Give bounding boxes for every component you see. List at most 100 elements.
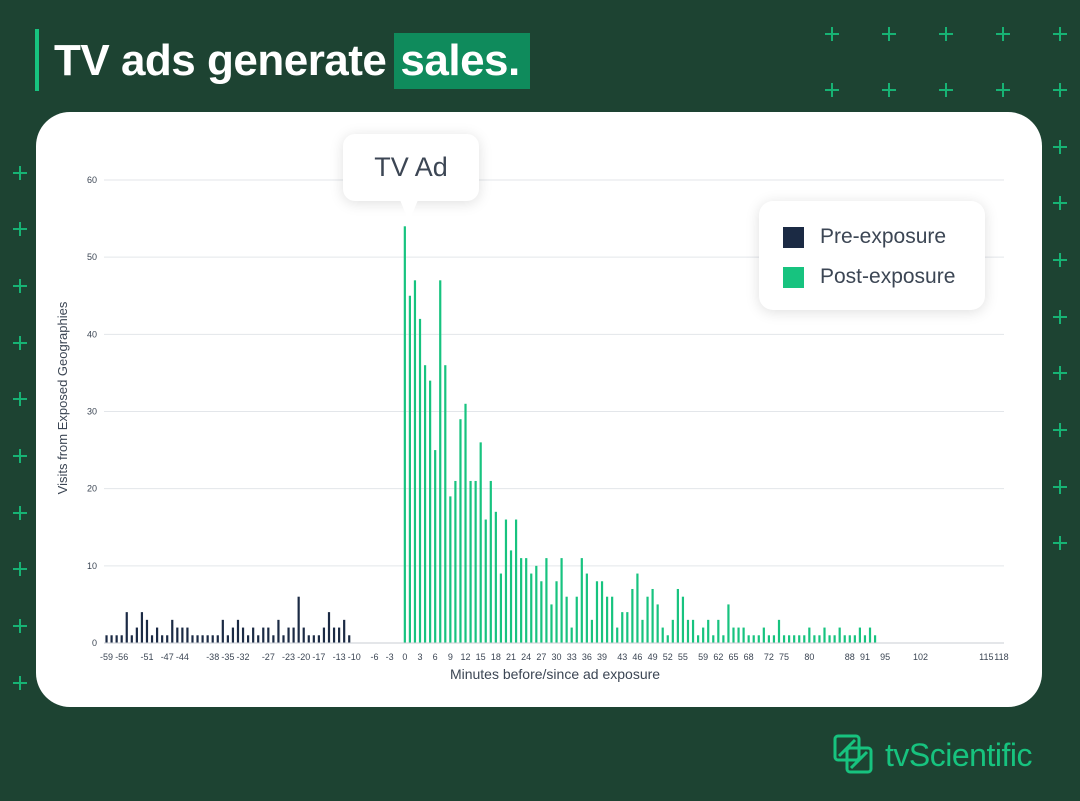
bar-post-exposure xyxy=(818,635,821,643)
x-tick-label: -32 xyxy=(237,652,250,662)
bar-post-exposure xyxy=(722,635,725,643)
brand-logo: tvScientific xyxy=(833,734,1032,776)
bar-post-exposure xyxy=(788,635,791,643)
legend-label-pre-exposure: Pre-exposure xyxy=(820,225,947,248)
bar-post-exposure xyxy=(459,419,462,643)
bar-pre-exposure xyxy=(307,635,310,643)
bar-post-exposure xyxy=(757,635,760,643)
bar-post-exposure xyxy=(560,558,563,643)
bar-post-exposure xyxy=(444,365,447,643)
bar-post-exposure xyxy=(752,635,755,643)
brand-name: tvScientific xyxy=(885,736,1032,773)
bar-pre-exposure xyxy=(236,619,240,643)
bar-pre-exposure xyxy=(145,619,149,643)
decor-plus-icon xyxy=(1053,140,1067,154)
tv-ad-callout-label: TV Ad xyxy=(374,152,448,182)
page-title: TV ads generate sales. xyxy=(54,30,530,92)
bar-post-exposure xyxy=(808,627,811,643)
decor-plus-icon xyxy=(13,562,27,576)
bar-post-exposure xyxy=(580,558,583,643)
bar-post-exposure xyxy=(782,635,786,643)
x-tick-label: -56 xyxy=(115,652,128,662)
bar-post-exposure xyxy=(509,550,513,643)
x-tick-label: -47 xyxy=(161,652,174,662)
bar-post-exposure xyxy=(464,403,467,643)
bar-post-exposure xyxy=(484,519,487,643)
bar-post-exposure xyxy=(767,635,770,643)
bar-pre-exposure xyxy=(181,627,184,643)
bar-post-exposure xyxy=(772,635,776,643)
bar-pre-exposure xyxy=(277,619,280,643)
x-tick-label: 75 xyxy=(779,652,789,662)
y-tick-label: 40 xyxy=(87,329,97,339)
bar-pre-exposure xyxy=(267,627,270,643)
decor-plus-icon xyxy=(13,506,27,520)
bar-pre-exposure xyxy=(171,619,174,643)
y-tick-label: 50 xyxy=(87,252,97,262)
legend-label-post-exposure: Post-exposure xyxy=(820,265,956,288)
decor-plus-icon xyxy=(996,83,1010,97)
x-tick-label: 6 xyxy=(433,652,438,662)
tv-ad-callout: TV Ad xyxy=(343,134,479,201)
legend-item-pre-exposure: Pre-exposure xyxy=(783,225,946,249)
bar-post-exposure xyxy=(514,519,518,643)
title-main: TV ads generate xyxy=(54,36,387,85)
bar-post-exposure xyxy=(777,619,781,643)
bar-post-exposure xyxy=(702,627,705,643)
x-tick-label: 118 xyxy=(994,652,1008,662)
bar-pre-exposure xyxy=(262,627,265,643)
x-tick-label: 9 xyxy=(448,652,453,662)
bar-pre-exposure xyxy=(292,627,295,643)
decor-plus-icon xyxy=(1053,27,1067,41)
bar-pre-exposure xyxy=(196,635,199,643)
bar-post-exposure xyxy=(793,635,796,643)
y-tick-label: 60 xyxy=(87,175,97,185)
bar-pre-exposure xyxy=(272,635,275,643)
x-tick-label: 49 xyxy=(648,652,658,662)
title-highlight-text: sales. xyxy=(400,36,520,85)
bar-pre-exposure xyxy=(317,635,320,643)
bar-post-exposure xyxy=(641,619,644,643)
x-tick-label: 12 xyxy=(461,652,471,662)
bar-post-exposure xyxy=(697,635,700,643)
bar-post-exposure xyxy=(504,519,508,643)
x-tick-label: 3 xyxy=(418,652,423,662)
bar-post-exposure xyxy=(540,581,543,643)
bar-post-exposure xyxy=(707,619,710,643)
bar-post-exposure xyxy=(631,588,634,643)
bar-post-exposure xyxy=(530,573,533,643)
bar-post-exposure xyxy=(449,496,452,643)
x-tick-label: 102 xyxy=(913,652,928,662)
y-tick-label: 0 xyxy=(92,638,97,648)
bar-pre-exposure xyxy=(257,635,260,643)
decor-plus-icon xyxy=(882,83,896,97)
x-tick-label: -59 xyxy=(100,652,113,662)
bar-pre-exposure xyxy=(201,635,204,643)
x-tick-label: 33 xyxy=(567,652,577,662)
bar-pre-exposure xyxy=(125,612,128,643)
bar-pre-exposure xyxy=(216,635,219,643)
bar-pre-exposure xyxy=(206,635,209,643)
bar-post-exposure xyxy=(666,635,669,643)
x-tick-label: 15 xyxy=(476,652,486,662)
decor-plus-icon xyxy=(13,336,27,350)
decor-plus-icon xyxy=(13,222,27,236)
bar-post-exposure xyxy=(621,612,624,643)
bar-pre-exposure xyxy=(105,635,108,643)
bar-pre-exposure xyxy=(332,627,336,643)
bar-post-exposure xyxy=(863,635,867,643)
x-tick-label: 36 xyxy=(582,652,592,662)
title-highlight: sales. xyxy=(394,33,530,89)
x-tick-label: -51 xyxy=(140,652,153,662)
bar-post-exposure xyxy=(803,635,806,643)
bar-post-exposure xyxy=(671,619,674,643)
bar-pre-exposure xyxy=(226,635,229,643)
bar-post-exposure xyxy=(737,627,740,643)
x-tick-label: 52 xyxy=(663,652,673,662)
x-tick-label: 88 xyxy=(845,652,855,662)
bar-pre-exposure xyxy=(302,627,305,643)
x-tick-label: 115 xyxy=(979,652,993,662)
bar-pre-exposure xyxy=(252,627,255,643)
decor-plus-icon xyxy=(939,27,953,41)
x-tick-label: 30 xyxy=(552,652,562,662)
